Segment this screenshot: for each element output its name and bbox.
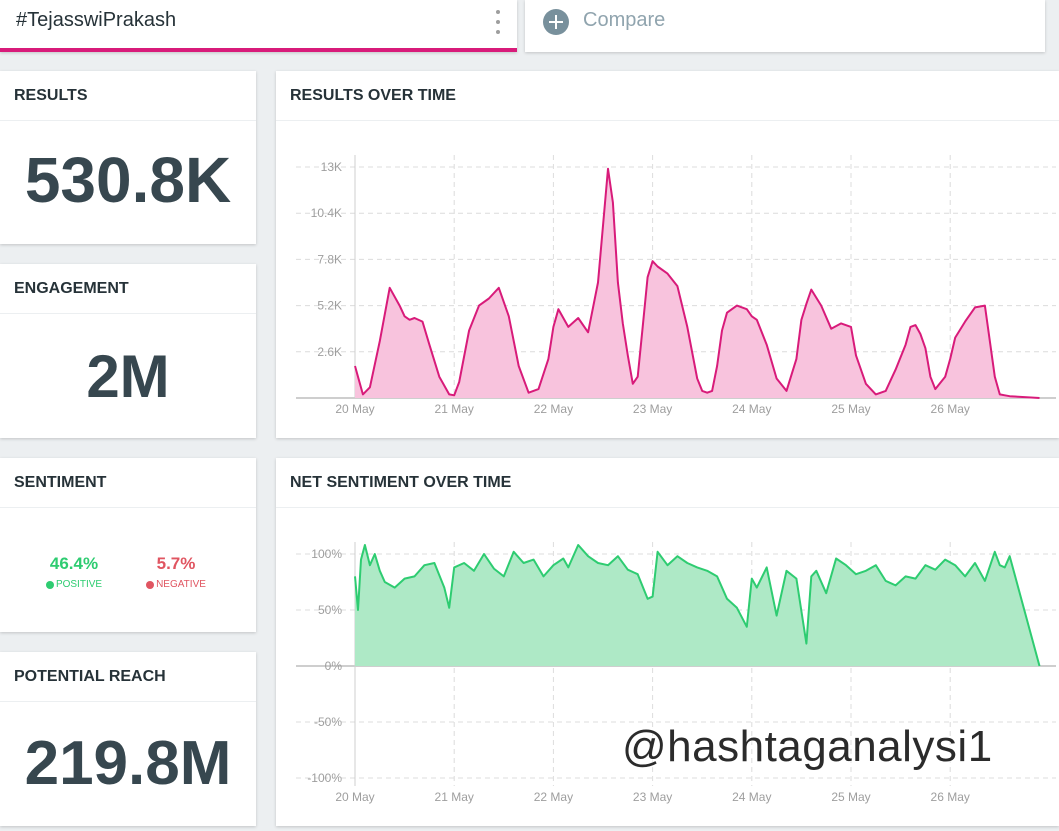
negative-pct: 5.7% bbox=[156, 554, 196, 573]
reach-value: 219.8M bbox=[24, 729, 232, 798]
series-area bbox=[355, 168, 1040, 398]
x-tick-label: 24 May bbox=[732, 790, 771, 804]
y-tick-label: 13K bbox=[321, 160, 342, 174]
compare-label: Compare bbox=[583, 9, 666, 31]
sentiment-title: SENTIMENT bbox=[0, 458, 256, 508]
net-sentiment-title: NET SENTIMENT OVER TIME bbox=[276, 458, 1059, 508]
y-tick-label: 5.2K bbox=[317, 299, 342, 313]
y-tick-label: 100% bbox=[311, 547, 342, 561]
results-value: 530.8K bbox=[24, 144, 232, 216]
x-tick-label: 22 May bbox=[534, 402, 573, 416]
search-query-box[interactable]: #TejasswiPrakash bbox=[0, 0, 517, 52]
positive-sentiment: 46.4% POSITIVE bbox=[40, 554, 108, 590]
frown-icon bbox=[146, 580, 155, 589]
reach-card: POTENTIAL REACH 219.8M bbox=[0, 652, 256, 826]
y-tick-label: -100% bbox=[307, 771, 342, 785]
series-line bbox=[354, 544, 1041, 667]
x-tick-label: 20 May bbox=[335, 402, 374, 416]
negative-sentiment: 5.7% NEGATIVE bbox=[142, 554, 210, 590]
results-card: RESULTS 530.8K bbox=[0, 71, 256, 244]
compare-button[interactable]: Compare bbox=[525, 0, 1045, 52]
engagement-card: ENGAGEMENT 2M bbox=[0, 264, 256, 438]
reach-title: POTENTIAL REACH bbox=[0, 652, 256, 702]
net-sentiment-card: NET SENTIMENT OVER TIME -100% -50% 0% 50% 10… bbox=[276, 458, 1059, 826]
watermark-handle: @hashtaganalysi1 bbox=[622, 722, 993, 771]
more-options-icon[interactable] bbox=[495, 10, 501, 34]
engagement-title: ENGAGEMENT bbox=[0, 264, 256, 314]
x-tick-label: 21 May bbox=[435, 402, 474, 416]
x-tick-label: 20 May bbox=[335, 790, 374, 804]
engagement-value: 2M bbox=[86, 343, 170, 410]
x-tick-label: 25 May bbox=[831, 790, 870, 804]
series-area bbox=[355, 545, 1040, 666]
net-sentiment-chart: -100%-50%0%50%100%20 May 21 May 22 May 23 M… bbox=[296, 542, 1056, 804]
positive-pct: 46.4% bbox=[49, 554, 99, 573]
results-over-time-title: RESULTS OVER TIME bbox=[276, 71, 1059, 121]
x-tick-label: 21 May bbox=[435, 790, 474, 804]
results-title: RESULTS bbox=[0, 71, 256, 121]
smile-icon bbox=[45, 580, 54, 589]
x-tick-label: 24 May bbox=[732, 402, 771, 416]
x-tick-label: 23 May bbox=[633, 402, 672, 416]
sentiment-card: SENTIMENT 46.4% POSITIVE 5.7% NEGATIVE bbox=[0, 458, 256, 632]
y-tick-label: 10.4K bbox=[311, 206, 342, 220]
x-tick-label: 22 May bbox=[534, 790, 573, 804]
y-tick-label: 2.6K bbox=[317, 345, 342, 359]
positive-label: POSITIVE bbox=[55, 579, 103, 590]
x-tick-label: 26 May bbox=[931, 790, 970, 804]
y-tick-label: 7.8K bbox=[317, 252, 342, 266]
series-line bbox=[354, 167, 1040, 399]
add-circle-icon bbox=[543, 9, 569, 35]
negative-label: NEGATIVE bbox=[156, 579, 206, 590]
results-over-time-chart: 2.6K 5.2K 7.8K 10.4K 13K 20 May 21 May 22 May 23… bbox=[296, 155, 1056, 416]
x-tick-label: 26 May bbox=[931, 402, 970, 416]
x-tick-label: 25 May bbox=[831, 402, 870, 416]
y-tick-label: 50% bbox=[318, 603, 342, 617]
results-over-time-card: RESULTS OVER TIME 2.6K 5.2K 7.8K 10.4K 13K 20… bbox=[276, 71, 1059, 438]
search-query-text: #TejasswiPrakash bbox=[16, 9, 177, 31]
x-tick-label: 23 May bbox=[633, 790, 672, 804]
y-tick-label: -50% bbox=[314, 715, 342, 729]
